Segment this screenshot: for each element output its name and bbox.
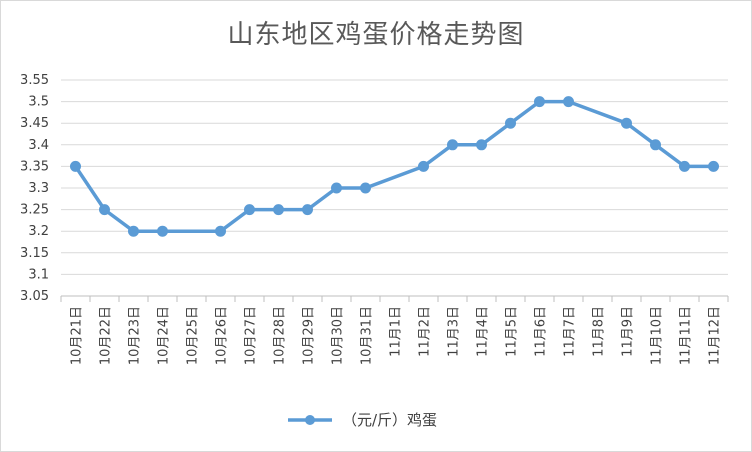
data-point	[534, 96, 545, 108]
x-tick-label: 10月23日	[128, 306, 143, 365]
x-tick-label: 10月21日	[70, 306, 85, 365]
x-tick-label: 11月1日	[389, 306, 404, 357]
data-point	[679, 160, 690, 172]
data-point	[273, 204, 284, 216]
y-tick-label: 3.4	[28, 138, 49, 153]
y-tick-label: 3.3	[28, 181, 49, 196]
data-point	[157, 225, 168, 237]
data-point	[621, 117, 632, 129]
legend-marker	[305, 415, 315, 425]
y-tick-label: 3.05	[20, 289, 49, 304]
x-tick-label: 11月11日	[679, 306, 694, 365]
x-tick-label: 11月10日	[650, 306, 665, 365]
x-tick-label: 10月22日	[99, 306, 114, 365]
y-tick-label: 3.45	[20, 116, 49, 131]
x-tick-label: 11月12日	[708, 306, 723, 365]
data-point	[563, 96, 574, 108]
y-tick-label: 3.5	[28, 95, 49, 110]
x-tick-label: 11月2日	[418, 306, 433, 357]
x-tick-label: 11月6日	[534, 306, 549, 357]
x-tick-label: 10月25日	[186, 306, 201, 365]
x-tick-label: 11月4日	[476, 306, 491, 357]
y-tick-label: 3.1	[28, 267, 49, 282]
chart-title: 山东地区鸡蛋价格走势图	[227, 20, 525, 50]
legend-label: （元/斤）鸡蛋	[342, 411, 437, 429]
data-point	[331, 182, 342, 194]
data-point	[418, 160, 429, 172]
x-tick-label: 11月9日	[621, 306, 636, 357]
x-tick-label: 10月24日	[157, 306, 172, 365]
y-tick-label: 3.2	[28, 224, 49, 239]
data-point	[650, 139, 661, 151]
x-tick-label: 10月26日	[215, 306, 230, 365]
x-tick-label: 11月7日	[563, 306, 578, 357]
y-tick-label: 3.55	[20, 73, 49, 88]
x-tick-label: 10月28日	[273, 306, 288, 365]
data-point	[505, 117, 516, 129]
y-tick-label: 3.35	[20, 159, 49, 174]
data-point	[70, 160, 81, 172]
x-tick-label: 10月29日	[302, 306, 317, 365]
y-tick-label: 3.25	[20, 203, 49, 218]
x-tick-label: 11月5日	[505, 306, 520, 357]
data-point	[244, 204, 255, 216]
data-point	[708, 160, 719, 172]
y-tick-label: 3.15	[20, 246, 49, 261]
data-point	[128, 225, 139, 237]
x-tick-label: 10月31日	[360, 306, 375, 365]
data-point	[215, 225, 226, 237]
x-tick-label: 11月8日	[592, 306, 607, 357]
data-point	[360, 182, 371, 194]
data-point	[99, 204, 110, 216]
x-tick-label: 10月27日	[244, 306, 259, 365]
series-line	[74, 99, 714, 233]
data-point	[447, 139, 458, 151]
x-tick-label: 11月3日	[447, 306, 462, 357]
x-tick-label: 10月30日	[331, 306, 346, 365]
data-point	[476, 139, 487, 151]
data-point	[302, 204, 313, 216]
